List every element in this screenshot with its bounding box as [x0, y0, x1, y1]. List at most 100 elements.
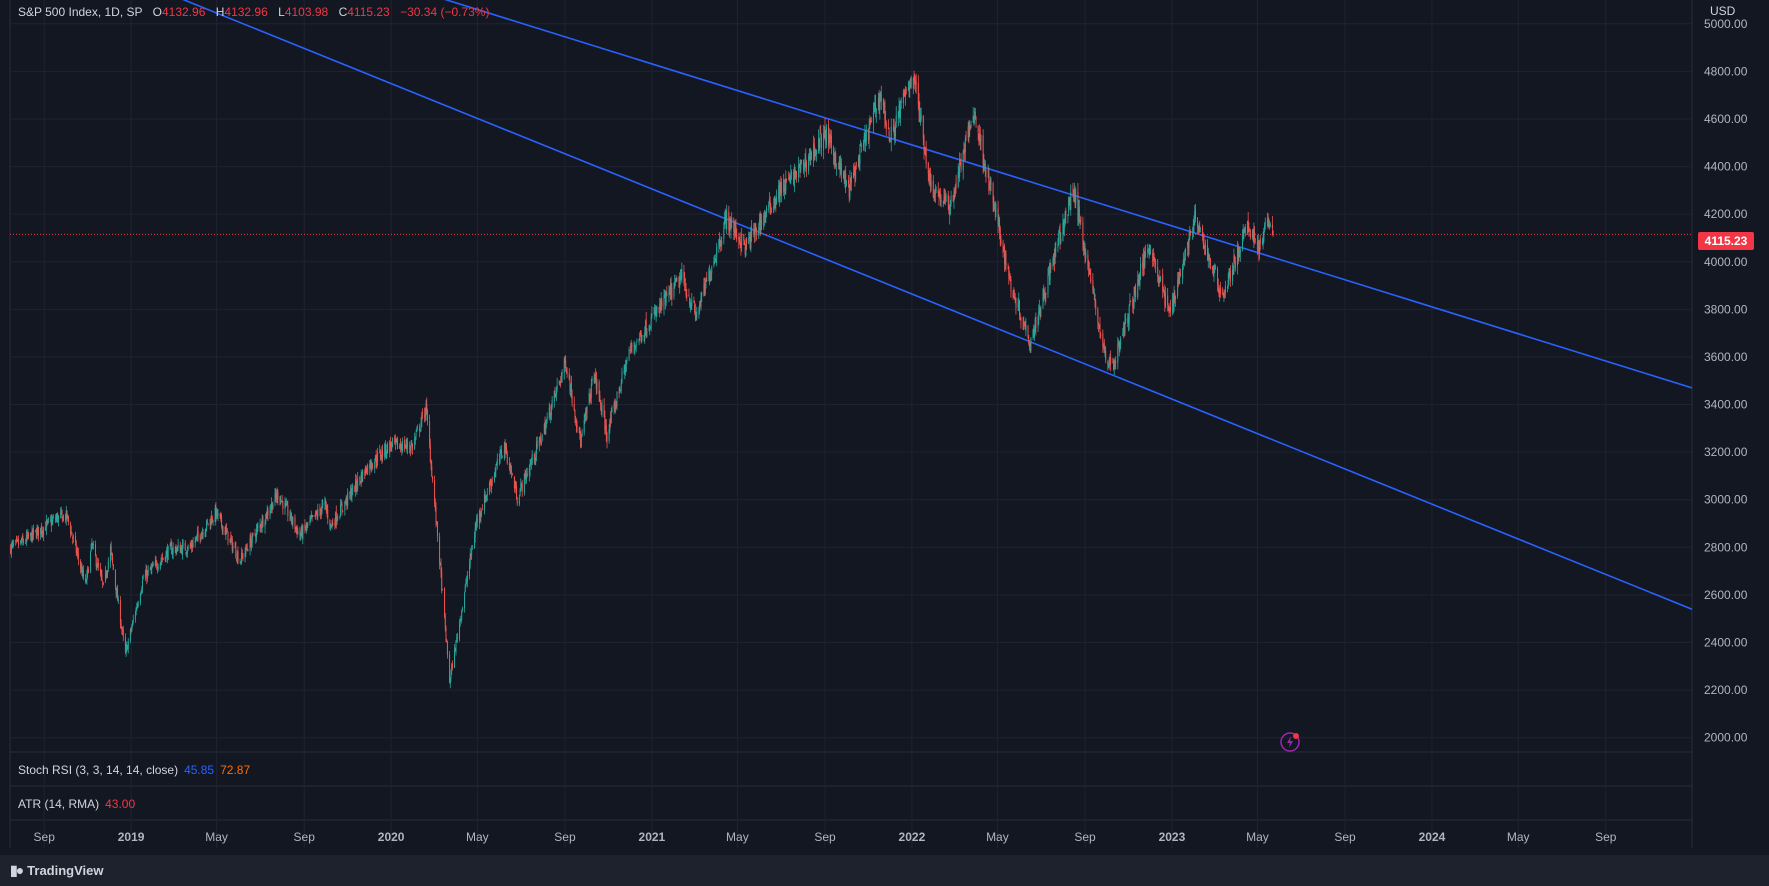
candle-body — [699, 302, 701, 307]
candle — [362, 469, 364, 482]
candle — [481, 504, 483, 511]
candle-body — [187, 545, 189, 550]
candle — [676, 277, 678, 282]
candle-body — [1110, 357, 1112, 364]
candle-body — [860, 144, 862, 146]
atr-legend[interactable]: ATR (14, RMA) 43.00 — [18, 797, 135, 811]
candle — [725, 210, 727, 230]
candle — [175, 544, 177, 556]
stoch-rsi-legend[interactable]: Stoch RSI (3, 3, 14, 14, close) 45.85 72.8… — [18, 763, 250, 777]
candle-body — [1097, 309, 1099, 323]
candle-body — [683, 271, 685, 283]
candle — [516, 481, 518, 501]
candle-body — [1142, 261, 1144, 269]
candle — [536, 436, 538, 450]
candle-body — [518, 497, 520, 505]
candle-body — [104, 571, 106, 582]
candle — [1169, 306, 1171, 313]
candle-body — [226, 528, 228, 532]
candle — [934, 184, 936, 203]
candle — [739, 232, 741, 249]
candle-body — [699, 304, 701, 310]
candle-body — [286, 504, 288, 506]
candle — [1034, 316, 1036, 333]
candle — [269, 505, 271, 520]
candle-body — [221, 515, 223, 526]
candle — [1068, 196, 1070, 206]
y-tick-label: 3800.00 — [1704, 302, 1748, 316]
candle-body — [1064, 212, 1066, 224]
candle — [530, 457, 532, 470]
y-tick-label: 4000.00 — [1704, 255, 1748, 269]
candle-body — [382, 451, 384, 457]
candle — [1234, 254, 1236, 264]
candle — [127, 644, 129, 651]
candle-body — [528, 468, 530, 476]
x-tick-label: 2020 — [378, 830, 405, 844]
candle-body — [930, 179, 932, 187]
candle-body — [739, 239, 741, 243]
candle — [1142, 253, 1144, 276]
candle — [56, 513, 58, 523]
candle — [62, 515, 64, 523]
candle — [1044, 287, 1046, 306]
symbol-title[interactable]: S&P 500 Index, 1D, SP — [18, 5, 143, 19]
candle — [783, 179, 785, 200]
candle — [979, 126, 981, 151]
candle-body — [865, 134, 867, 145]
candle-body — [255, 529, 257, 537]
candle — [845, 165, 847, 194]
candle — [1227, 285, 1229, 293]
candle — [520, 478, 522, 492]
candle-body — [779, 182, 781, 202]
candle — [320, 508, 322, 520]
candle — [590, 388, 592, 404]
candle — [385, 450, 387, 460]
candle-body — [838, 168, 840, 170]
candle — [488, 480, 490, 496]
candle — [1027, 324, 1029, 340]
candle — [979, 124, 981, 145]
candle-body — [634, 346, 636, 348]
candle — [72, 536, 74, 545]
candle-body — [121, 627, 123, 630]
candle-body — [35, 529, 37, 531]
candle — [865, 124, 867, 147]
candle — [405, 439, 407, 450]
candle-body — [399, 445, 401, 449]
candle-body — [332, 522, 334, 525]
candle-body — [182, 543, 184, 545]
candle-body — [17, 540, 19, 542]
candle — [1137, 270, 1139, 300]
candle — [37, 526, 39, 542]
tradingview-logo[interactable]: ▮● TradingView — [10, 862, 104, 879]
flash-icon[interactable] — [1279, 731, 1301, 753]
candle-body — [791, 171, 793, 175]
candle — [347, 488, 349, 509]
candle-body — [1083, 245, 1085, 251]
candle — [204, 529, 206, 538]
candle — [401, 443, 403, 456]
candle-body — [904, 89, 906, 97]
candle-body — [295, 527, 297, 530]
candle-body — [838, 160, 840, 169]
candle — [1038, 304, 1040, 325]
candle-body — [818, 138, 820, 154]
candle — [490, 478, 492, 492]
candle-body — [460, 619, 462, 621]
x-tick-label: Sep — [1334, 830, 1356, 844]
candle-body — [815, 151, 817, 153]
candle-body — [290, 512, 292, 518]
candle-body — [205, 529, 207, 532]
candle — [496, 453, 498, 470]
y-tick-label: 2400.00 — [1704, 636, 1748, 650]
x-tick-label: Sep — [34, 830, 56, 844]
candle — [150, 563, 152, 574]
candle-body — [740, 242, 742, 249]
candle — [359, 476, 361, 486]
currency-label[interactable]: USD — [1710, 4, 1736, 18]
candle — [166, 543, 168, 564]
candle — [316, 510, 318, 520]
candle-body — [306, 522, 308, 526]
